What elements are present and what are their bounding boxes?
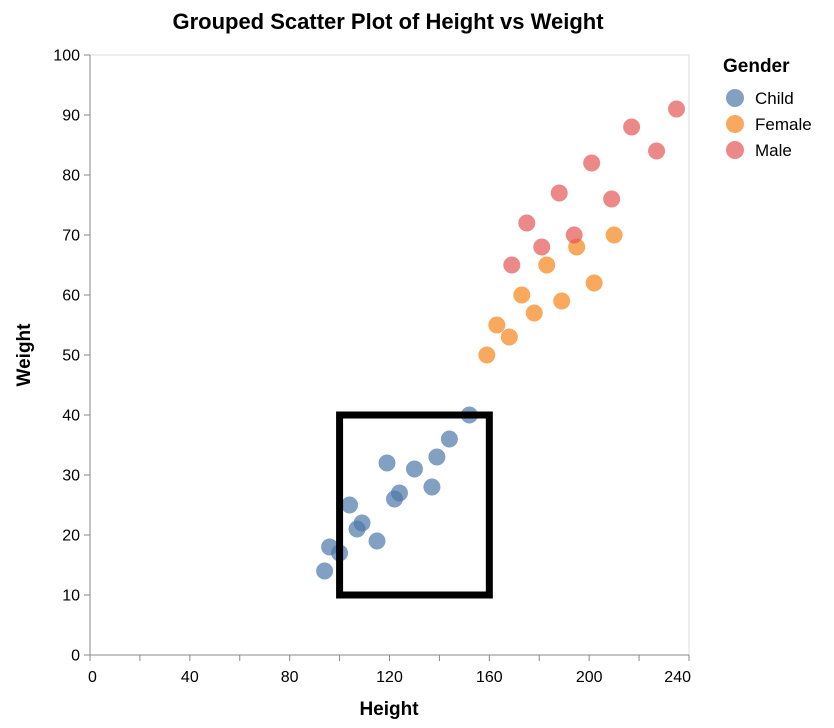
point-female <box>525 304 543 322</box>
y-tick-label: 20 <box>62 528 80 545</box>
point-child <box>428 448 446 466</box>
point-child <box>341 496 359 514</box>
y-tick-label: 0 <box>71 648 80 665</box>
point-female <box>553 292 571 310</box>
y-tick-label: 90 <box>62 108 80 125</box>
point-child <box>368 532 386 550</box>
point-male <box>565 226 583 244</box>
point-male <box>518 214 536 232</box>
y-tick-label: 50 <box>62 348 80 365</box>
legend-swatch-male <box>726 141 744 159</box>
point-male <box>583 154 601 172</box>
y-tick-label: 30 <box>62 468 80 485</box>
point-male <box>668 100 686 118</box>
x-tick-label: 120 <box>376 669 403 686</box>
point-child <box>423 478 441 496</box>
x-axis: 0 40 80 120 160 200 240 <box>88 654 691 686</box>
y-tick-label: 10 <box>62 588 80 605</box>
point-male <box>533 238 551 256</box>
point-child <box>390 484 408 502</box>
x-tick-label: 160 <box>476 669 503 686</box>
point-male <box>623 118 641 136</box>
legend-swatch-child <box>726 89 744 107</box>
point-female <box>538 256 556 274</box>
point-female <box>513 286 531 304</box>
point-male <box>550 184 568 202</box>
data-points <box>316 100 686 580</box>
point-child <box>353 514 371 532</box>
legend: Gender Child Female Male <box>723 56 812 160</box>
x-tick-label: 240 <box>664 669 691 686</box>
chart-title: Grouped Scatter Plot of Height vs Weight <box>172 9 604 34</box>
y-axis: 0 10 20 30 40 50 60 70 80 90 100 <box>53 48 91 665</box>
legend-title: Gender <box>723 56 790 77</box>
legend-label-child: Child <box>755 89 794 108</box>
plot-frame <box>89 54 690 656</box>
legend-label-female: Female <box>755 115 812 134</box>
point-female <box>488 316 506 334</box>
y-tick-label: 100 <box>53 48 80 65</box>
legend-label-male: Male <box>755 141 792 160</box>
point-female <box>500 328 518 346</box>
highlight-rectangle <box>336 411 493 599</box>
y-tick-label: 40 <box>62 408 80 425</box>
x-tick-label: 40 <box>181 669 199 686</box>
point-child <box>316 562 334 580</box>
point-child <box>378 454 396 472</box>
point-male <box>648 142 666 160</box>
legend-swatch-female <box>726 115 744 133</box>
y-tick-label: 60 <box>62 288 80 305</box>
point-male <box>503 256 521 274</box>
y-tick-label: 70 <box>62 228 80 245</box>
x-tick-label: 0 <box>88 669 97 686</box>
point-female <box>478 346 496 364</box>
point-female <box>605 226 623 244</box>
y-axis-title: Weight <box>14 323 35 387</box>
point-child <box>440 430 458 448</box>
x-tick-label: 80 <box>281 669 299 686</box>
annotations <box>336 411 493 599</box>
x-tick-label: 200 <box>576 669 603 686</box>
x-axis-title: Height <box>359 699 419 720</box>
y-tick-label: 80 <box>62 168 80 185</box>
point-child <box>405 460 423 478</box>
point-male <box>603 190 621 208</box>
point-female <box>585 274 603 292</box>
